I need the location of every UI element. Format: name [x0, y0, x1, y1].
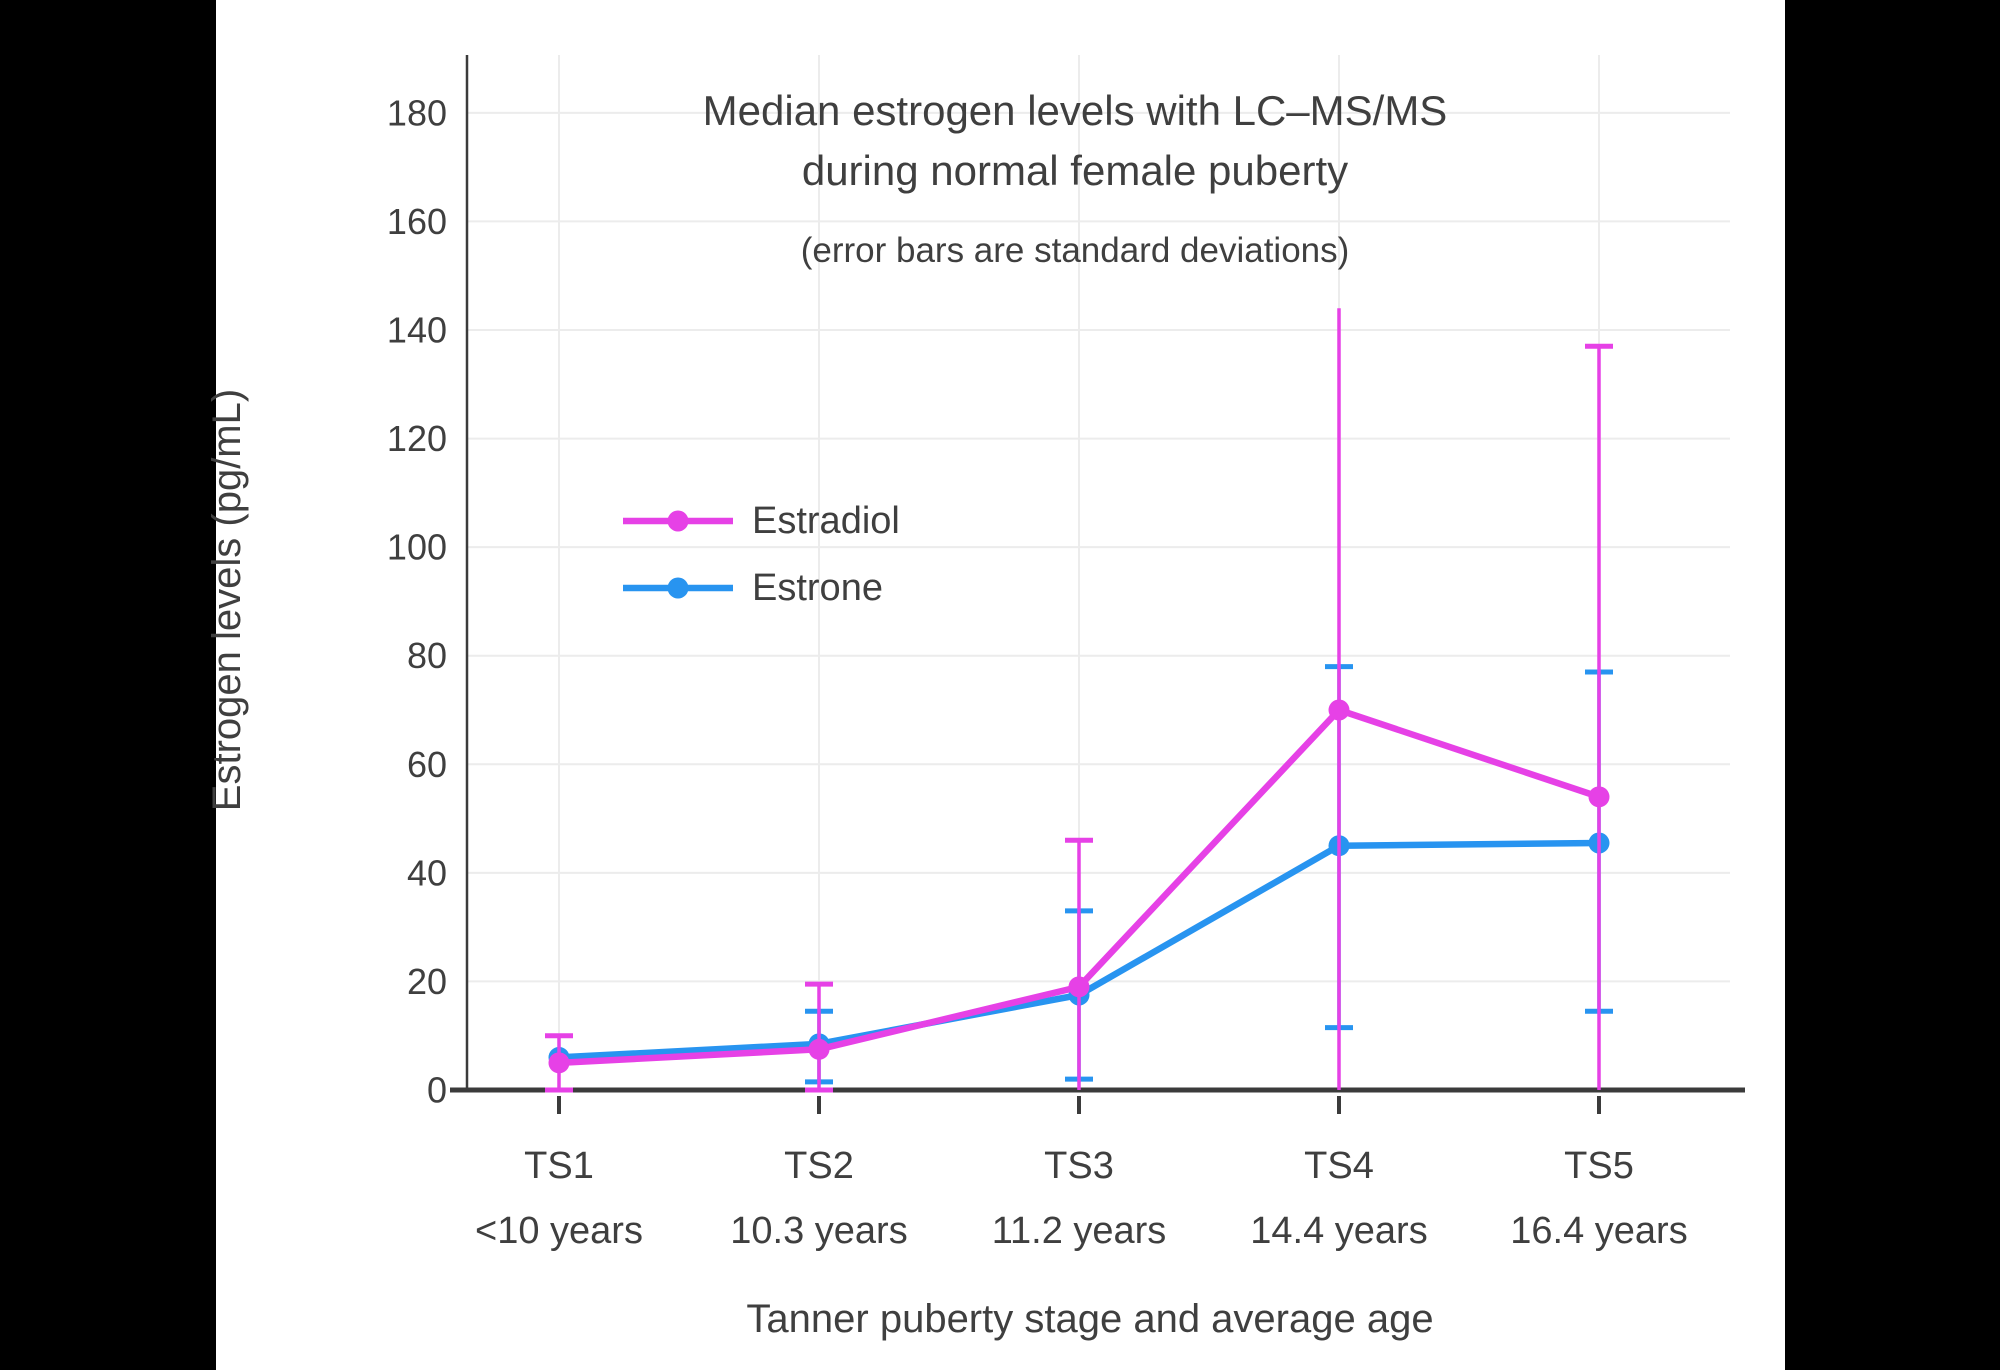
y-tick-label: 60: [407, 744, 447, 785]
x-tick-label-age: 10.3 years: [730, 1210, 907, 1252]
x-tick-labels: TS1 <10 years TS2 10.3 years TS3 11.2 years TS…: [475, 1145, 1688, 1252]
series-layer: [545, 308, 1613, 1093]
y-tick-label: 180: [387, 92, 447, 133]
y-tick-label: 160: [387, 201, 447, 242]
x-tick-label-stage: TS3: [1044, 1145, 1114, 1187]
legend: Estradiol Estrone: [623, 500, 900, 609]
legend-marker-estradiol: [667, 510, 689, 532]
x-tick-label-stage: TS2: [784, 1145, 854, 1187]
chart-title-line1: Median estrogen levels with LC–MS/MS: [703, 87, 1448, 134]
y-tick-label: 140: [387, 309, 447, 350]
gridlines: [467, 55, 1730, 1090]
y-tick-label: 0: [427, 1070, 447, 1111]
legend-item-estrone[interactable]: Estrone: [623, 567, 883, 609]
chart-title-line2: during normal female puberty: [802, 147, 1348, 194]
y-tick-labels: 0 20 40 60 80 100 120 140 160 180: [387, 92, 447, 1110]
plot-background: [216, 0, 1785, 1370]
x-axis-title: Tanner puberty stage and average age: [746, 1297, 1433, 1341]
y-tick-label: 20: [407, 961, 447, 1002]
x-tick-label-age: 16.4 years: [1510, 1210, 1687, 1252]
y-axis-title: Estrogen levels (pg/mL): [205, 389, 249, 811]
legend-label-estradiol: Estradiol: [752, 500, 900, 542]
x-tick-marks: [557, 1096, 1601, 1114]
y-tick-label: 80: [407, 635, 447, 676]
x-tick-label-age: <10 years: [475, 1210, 643, 1252]
x-tick-label-stage: TS5: [1564, 1145, 1634, 1187]
data-point-estradiol-TS2[interactable]: [808, 1038, 830, 1060]
legend-marker-estrone: [667, 577, 689, 599]
data-point-estradiol-TS3[interactable]: [1068, 976, 1090, 998]
x-tick-label-age: 14.4 years: [1250, 1210, 1427, 1252]
y-tick-label: 100: [387, 527, 447, 568]
y-tick-label: 120: [387, 418, 447, 459]
x-tick-label-age: 11.2 years: [992, 1210, 1167, 1252]
data-point-estradiol-TS5[interactable]: [1588, 786, 1610, 808]
x-tick-label-stage: TS4: [1304, 1145, 1374, 1187]
data-point-estradiol-TS1[interactable]: [548, 1052, 570, 1074]
legend-label-estrone: Estrone: [752, 567, 883, 609]
y-tick-label: 40: [407, 852, 447, 893]
data-point-estradiol-TS4[interactable]: [1328, 699, 1350, 721]
chart-subtitle: (error bars are standard deviations): [801, 231, 1350, 270]
legend-item-estradiol[interactable]: Estradiol: [623, 500, 900, 542]
x-tick-label-stage: TS1: [524, 1145, 594, 1187]
series-estradiol: [545, 308, 1613, 1093]
